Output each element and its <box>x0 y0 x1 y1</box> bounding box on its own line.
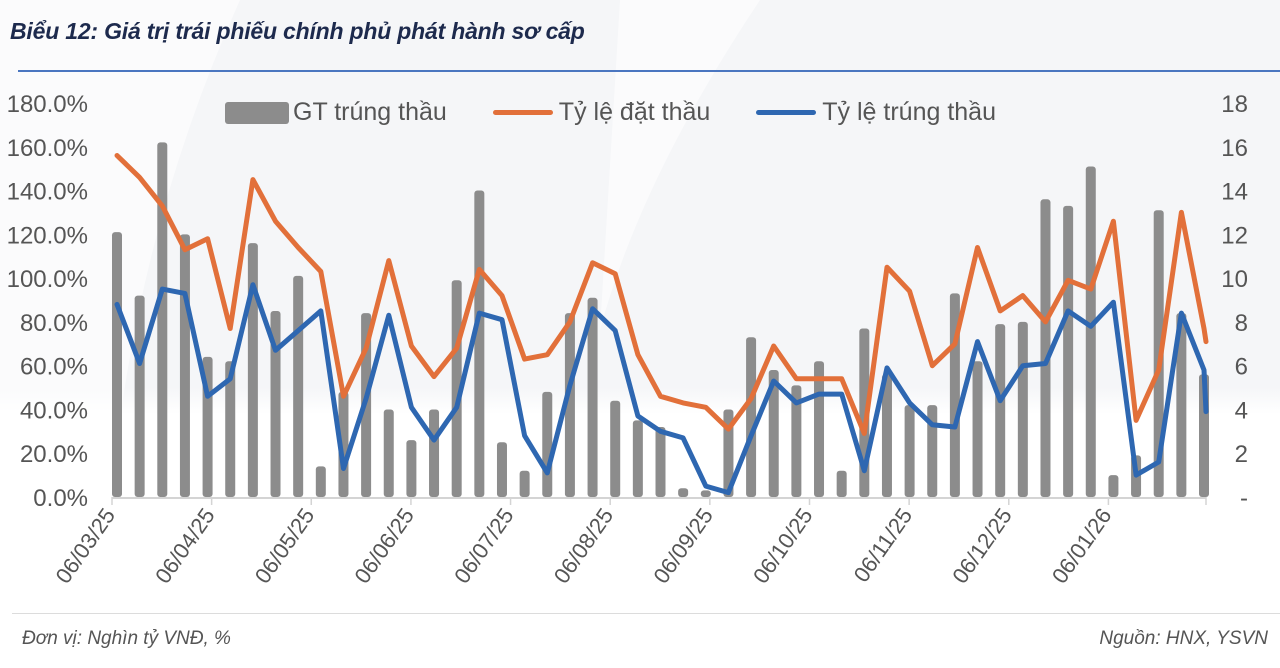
line-ty-le-trung-thau <box>114 282 1209 496</box>
left-axis-tick-label: 20.0% <box>20 441 88 468</box>
bar <box>904 405 915 497</box>
bar <box>270 310 281 497</box>
bar <box>655 426 666 497</box>
left-axis-tick-label: 140.0% <box>7 179 88 206</box>
x-axis-tick-label: 06/01/26 <box>1047 504 1117 588</box>
left-axis-tick-label: 80.0% <box>20 310 88 337</box>
bar <box>1063 205 1074 497</box>
legend-bar-swatch <box>225 101 289 124</box>
bar <box>972 361 983 497</box>
legend-label: Tỷ lệ trúng thầu <box>822 98 996 126</box>
legend-label: Tỷ lệ đặt thầu <box>558 98 711 126</box>
left-axis-tick-label: 100.0% <box>7 266 88 293</box>
left-axis-tick-label: 40.0% <box>20 397 88 424</box>
bar <box>1017 321 1028 497</box>
unit-note: Đơn vị: Nghìn tỷ VNĐ, % <box>22 628 231 649</box>
bar <box>338 391 349 497</box>
bar <box>383 409 394 497</box>
chart-title: Biểu 12: Giá trị trái phiếu chính phủ ph… <box>10 18 585 44</box>
left-axis-tick-label: 0.0% <box>33 485 88 512</box>
bar <box>1108 475 1119 497</box>
title-underline <box>18 70 1280 72</box>
line-ty-le-dat-thau <box>114 153 1209 436</box>
bar <box>723 409 734 497</box>
x-axis-tick-label: 06/12/25 <box>947 504 1017 588</box>
legend-item-gt-trung-thau: GT trúng thầu <box>225 98 447 127</box>
right-axis-tick-label: 2 <box>1235 441 1248 468</box>
bar <box>542 391 553 497</box>
x-axis-tick-label: 06/06/25 <box>349 504 419 588</box>
x-axis-tick-label: 06/10/25 <box>748 504 818 588</box>
x-axis-tick-label: 06/09/25 <box>648 504 718 588</box>
bar <box>1085 166 1096 497</box>
bar <box>768 370 779 497</box>
bar <box>519 470 530 497</box>
bar <box>157 142 168 497</box>
left-axis-tick-label: 60.0% <box>20 354 88 381</box>
left-axis-tick-label: 160.0% <box>7 135 88 162</box>
bar <box>134 295 145 497</box>
legend-item-ty-le-trung-thau: Tỷ lệ trúng thầu <box>756 98 996 127</box>
bar <box>836 470 847 497</box>
bar <box>496 442 507 497</box>
left-axis-tick-label: 120.0% <box>7 222 88 249</box>
x-axis-tick-label: 06/08/25 <box>549 504 619 588</box>
bar <box>587 297 598 497</box>
bar <box>678 488 689 497</box>
x-axis-tick-label: 06/11/25 <box>849 504 918 587</box>
bar <box>791 385 802 497</box>
bar <box>814 361 825 497</box>
legend-line-swatch <box>492 110 553 115</box>
right-axis-tick-label: 10 <box>1221 266 1248 293</box>
x-axis-tick-label: 06/03/25 <box>50 504 120 588</box>
bar <box>881 374 892 497</box>
bar <box>610 400 621 497</box>
right-axis-tick-label: 18 <box>1221 91 1248 118</box>
bar <box>406 440 417 497</box>
footer-divider <box>12 613 1280 614</box>
legend-line-swatch <box>756 110 817 115</box>
right-axis-tick-label: 12 <box>1221 222 1248 249</box>
right-axis-tick-label: 8 <box>1235 310 1248 337</box>
bar <box>700 490 711 497</box>
bar <box>474 190 485 498</box>
right-axis-tick-label: 16 <box>1221 135 1248 162</box>
left-axis-tick-label: 180.0% <box>7 91 88 118</box>
right-axis-tick-label: - <box>1240 485 1248 512</box>
right-axis-tick-label: 14 <box>1221 179 1248 206</box>
right-axis-tick-label: 4 <box>1235 397 1248 424</box>
bar <box>247 243 258 497</box>
bar <box>632 420 643 497</box>
legend-label: GT trúng thầu <box>293 98 447 126</box>
source-note: Nguồn: HNX, YSVN <box>1099 628 1268 649</box>
x-axis-tick-label: 06/07/25 <box>449 504 519 588</box>
right-axis-tick-label: 6 <box>1235 354 1248 381</box>
bar <box>1176 313 1187 497</box>
bar <box>112 232 122 497</box>
chart-legend: GT trúng thầu Tỷ lệ đặt thầu Tỷ lệ trúng… <box>225 98 1042 127</box>
bar <box>995 324 1006 497</box>
bar <box>315 466 326 497</box>
bar <box>179 234 190 498</box>
x-axis-tick-label: 06/04/25 <box>150 504 220 588</box>
bar <box>1040 199 1051 498</box>
bar <box>429 409 440 497</box>
bar <box>225 361 236 497</box>
bar <box>293 275 304 497</box>
x-axis-tick-label: 06/05/25 <box>250 504 320 588</box>
legend-item-ty-le-dat-thau: Tỷ lệ đặt thầu <box>492 98 711 127</box>
bar <box>564 313 575 497</box>
bar <box>746 337 757 497</box>
bar <box>927 405 938 497</box>
